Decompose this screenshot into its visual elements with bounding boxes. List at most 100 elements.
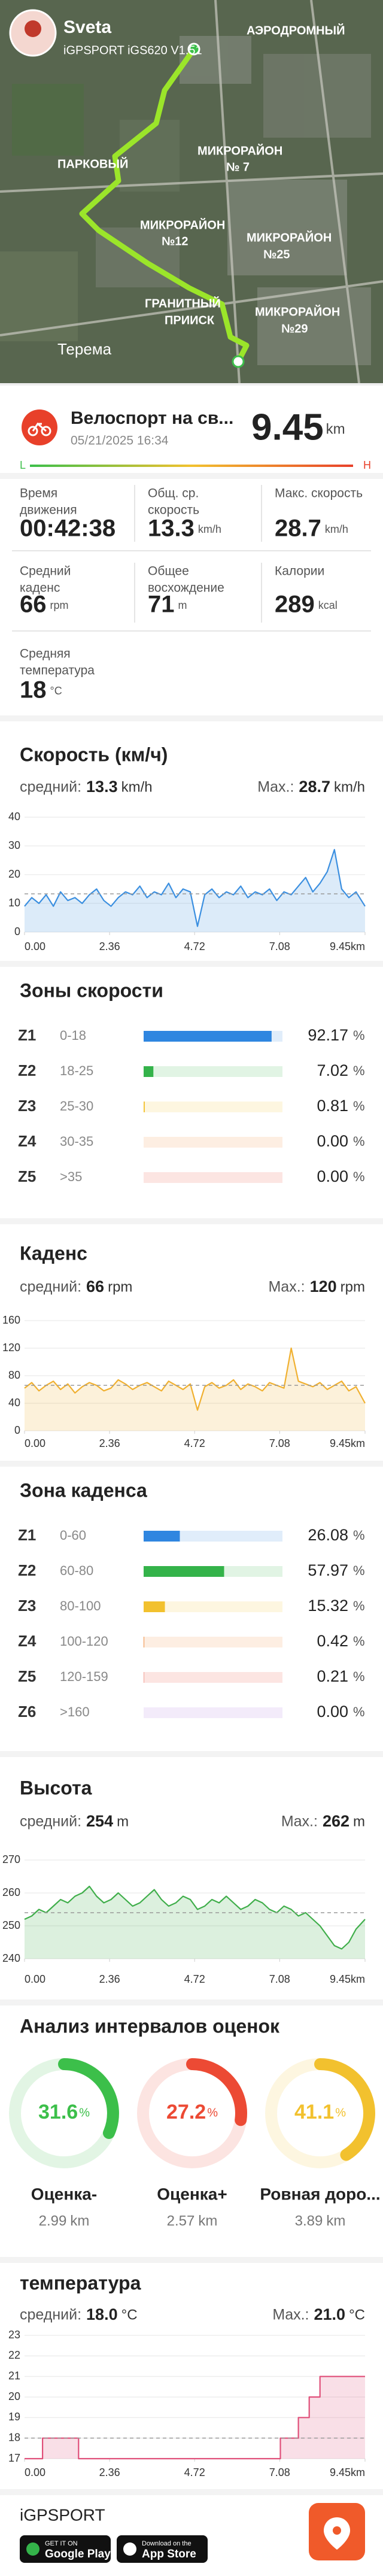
y-tick-label: 0 (14, 926, 20, 937)
distance-value: 9.45 (251, 406, 324, 448)
badge-icon (26, 2542, 39, 2556)
stat-unit: m (178, 599, 187, 611)
chart-title: Скорость (км/ч) (20, 744, 168, 765)
badge-store: Google Play (45, 2548, 111, 2560)
activity-title: Велоспорт на св... (71, 408, 233, 428)
chart-title: температура (20, 2272, 141, 2293)
interval-name: Ровная доро... (260, 2184, 380, 2203)
stat-label: скорость (148, 503, 199, 517)
zone-unit: % (353, 1563, 365, 1578)
x-tick-label: 2.36 (99, 2466, 120, 2478)
stat-value: 00:42:38 (20, 515, 115, 542)
interval-distance-unit: km (326, 2213, 345, 2229)
max-label: Max.: (268, 1279, 305, 1295)
max-value: 262 (323, 1812, 349, 1830)
interval-distance: 2.99 (39, 2213, 67, 2229)
interval-distance-unit: km (70, 2213, 89, 2229)
zone-range: >35 (60, 1169, 82, 1184)
stat-label: каденс (20, 581, 60, 595)
badge-store: App Store (142, 2548, 196, 2560)
map-label: №12 (162, 235, 189, 248)
y-tick-label: 18 (8, 2431, 20, 2443)
zone-percent: 92.17 (308, 1026, 348, 1044)
zone-bar (144, 1531, 180, 1542)
map-label: № 7 (226, 160, 250, 174)
zone-unit: % (353, 1704, 365, 1719)
zone-unit: % (353, 1169, 365, 1184)
stat-label: движения (20, 503, 77, 517)
user-name: Sveta (63, 17, 111, 37)
series-line (24, 849, 366, 927)
section-gap (0, 1999, 383, 2005)
zone-bar (144, 1566, 224, 1577)
x-tick-label: 9.45km (330, 1437, 365, 1449)
y-tick-label: 270 (2, 1853, 20, 1865)
donut-arc (186, 2058, 247, 2126)
zone-unit: % (353, 1063, 365, 1078)
stat-value: 66 (20, 591, 47, 618)
map-label: №25 (263, 248, 290, 261)
map-label: ГРАНИТНЫЙ (145, 296, 221, 310)
zone-bar (144, 1066, 154, 1077)
brand: iGPSPORT (20, 2505, 105, 2524)
area-fill (25, 1348, 365, 1431)
stat-label: Калории (275, 565, 324, 578)
zone-range: 0-18 (60, 1028, 86, 1043)
donut-arc (58, 2058, 119, 2139)
zone-unit: % (353, 1028, 365, 1043)
stat-label: Время (20, 487, 57, 500)
zone-unit: % (353, 1099, 365, 1113)
x-tick-label: 0.00 (25, 940, 45, 952)
area-fill (25, 2376, 365, 2459)
scale-low: L (20, 459, 26, 471)
y-tick-label: 17 (8, 2452, 20, 2464)
map-label: Терема (57, 340, 112, 358)
max-label: Max.: (257, 779, 294, 796)
zone-track (144, 1707, 282, 1718)
scale-high: H (363, 459, 371, 471)
location-icon-dot (333, 2526, 341, 2535)
interval-distance: 3.89 (295, 2213, 323, 2229)
stat-unit: rpm (50, 599, 69, 611)
y-tick-label: 0 (14, 1424, 20, 1436)
stat-label: Макс. скорость (275, 487, 363, 500)
zone-percent: 0.00 (317, 1703, 348, 1721)
avg-value: 13.3 (86, 778, 118, 796)
avg-value: 18.0 (86, 2305, 118, 2323)
zone-percent: 26.08 (308, 1526, 348, 1544)
stat-value: 71 (148, 591, 175, 618)
zone-name: Z4 (18, 1632, 37, 1650)
zone-percent: 0.81 (317, 1097, 348, 1115)
avg-label: средний: (20, 1279, 81, 1295)
avg-value: 254 (86, 1812, 113, 1830)
donut-value: 41.1 (294, 2101, 334, 2123)
y-tick-label: 20 (8, 2390, 20, 2402)
x-tick-label: 7.08 (269, 2466, 290, 2478)
badge-icon (123, 2542, 136, 2556)
max-unit: km/h (334, 779, 365, 795)
stat-unit: km/h (325, 523, 348, 535)
zone-percent: 7.02 (317, 1061, 348, 1079)
zone-name: Z3 (18, 1597, 36, 1615)
zone-percent: 0.42 (317, 1632, 348, 1650)
max-value: 28.7 (299, 778, 330, 796)
zone-name: Z5 (18, 1167, 36, 1185)
y-tick-label: 40 (8, 811, 20, 823)
zone-name: Z3 (18, 1097, 36, 1115)
stat-unit: kcal (318, 599, 338, 611)
stat-value: 28.7 (275, 515, 321, 542)
max-unit: rpm (341, 1279, 365, 1295)
donut-value: 31.6 (38, 2101, 78, 2123)
y-tick-label: 20 (8, 868, 20, 880)
store-badge (20, 2535, 111, 2563)
avg-label: средний: (20, 2307, 81, 2323)
zones-title: Зона каденса (20, 1479, 147, 1501)
zone-range: 120-159 (60, 1669, 108, 1684)
zone-range: 0-60 (60, 1528, 86, 1543)
x-tick-label: 7.08 (269, 1437, 290, 1449)
donut-value: 27.2 (166, 2101, 206, 2123)
route (79, 47, 250, 363)
map-label: МИКРОРАЙОН (197, 143, 282, 157)
device-name: iGPSPORT iGS620 V1.51 (63, 44, 202, 57)
